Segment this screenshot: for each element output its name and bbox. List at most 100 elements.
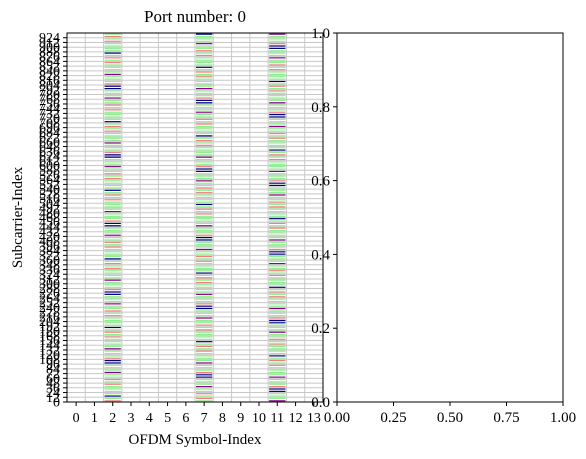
pilot-cell [269, 319, 286, 321]
pilot-cell [269, 76, 286, 78]
pilot-cell [196, 284, 213, 286]
pilot-cell [269, 97, 286, 99]
x-tick-label: 4 [146, 411, 153, 426]
pilot-cell [104, 345, 121, 348]
pilot-cell [269, 220, 286, 222]
pilot-cell [196, 281, 213, 284]
pilot-cell [104, 329, 121, 331]
pilot-cell [269, 397, 286, 400]
y-tick-label: 348 [39, 258, 60, 273]
pilot-cell [196, 258, 213, 260]
pilot-cell [269, 218, 286, 220]
pilot-cell [196, 307, 213, 310]
pilot-cell [196, 319, 213, 321]
pilot-cell [269, 43, 286, 45]
pilot-cell [196, 386, 213, 388]
pilot-cell [104, 258, 121, 260]
y-tick-label: 0.4 [311, 247, 330, 263]
pilot-cell [269, 232, 286, 234]
pilot-cell [269, 303, 286, 305]
pilot-cell [269, 274, 286, 277]
pilot-cell [196, 393, 213, 395]
pilot-cell [196, 123, 213, 125]
pilot-cell [269, 296, 286, 298]
pilot-cell [196, 210, 213, 213]
pilot-cell [196, 298, 213, 300]
pilot-cell [104, 173, 121, 175]
pilot-cell [269, 374, 286, 376]
pilot-cell [104, 192, 121, 194]
pilot-cell [196, 381, 213, 383]
x-tick-label: 0.00 [324, 410, 350, 426]
pilot-cell [104, 388, 121, 390]
pilot-cell [269, 341, 286, 343]
pilot-cell [269, 83, 286, 85]
y-tick-label: 888 [39, 45, 60, 60]
y-tick-label: 48 [46, 377, 60, 392]
pilot-cell [196, 170, 213, 172]
pilot-cell [269, 163, 286, 165]
pilot-cell [196, 156, 213, 158]
pilot-cell [196, 324, 213, 326]
pilot-cell [196, 376, 213, 378]
pilot-cell [269, 293, 286, 295]
pilot-cell [104, 319, 121, 321]
pilot-cell [196, 33, 213, 35]
y-tick-label: 720 [39, 112, 60, 127]
pilot-cell [269, 156, 286, 158]
pilot-cell [196, 374, 213, 376]
y-tick-label: 240 [39, 301, 60, 316]
pilot-cell [269, 307, 286, 310]
left-x-ticks: 0 1 2 3 4 5 6 7 8 9 10 11 12 13 [73, 402, 321, 426]
pilot-cell [104, 156, 121, 158]
pilot-cell [269, 350, 286, 352]
pilot-cell [196, 196, 213, 198]
pilot-cell [196, 203, 213, 206]
pilot-cell [269, 135, 286, 137]
x-tick-label: 7 [201, 411, 208, 426]
y-tick-label: 168 [39, 329, 60, 344]
pilot-cell [104, 106, 121, 109]
pilot-cell [104, 267, 121, 269]
pilot-cell [196, 173, 213, 175]
y-tick-label: 372 [39, 249, 60, 264]
y-tick-label: 96 [46, 358, 60, 373]
pilot-cell [196, 175, 213, 177]
pilot-cell [104, 291, 121, 293]
y-tick-label: 0.6 [311, 174, 330, 190]
pilot-cell [269, 69, 286, 71]
pilot-cell [269, 128, 286, 130]
pilot-cell [196, 251, 213, 253]
pilot-cell [269, 322, 286, 324]
y-tick-label: 144 [39, 339, 60, 354]
pilot-cell [196, 208, 213, 210]
pilot-cell [104, 336, 121, 338]
y-tick-label: 672 [39, 131, 60, 146]
pilot-cell [196, 140, 213, 142]
pilot-cell [269, 248, 286, 251]
pilot-cell [269, 298, 286, 300]
pilot-cell [269, 177, 286, 180]
pilot-cell [269, 300, 286, 303]
pilot-cell [104, 144, 121, 146]
pilot-cell [269, 364, 286, 366]
pilot-cell [269, 213, 286, 215]
pilot-cell [269, 369, 286, 371]
pilot-cell [104, 369, 121, 371]
pilot-cell [196, 40, 213, 42]
pilot-cell [196, 206, 213, 208]
pilot-cell [269, 222, 286, 225]
x-tick-label: 1 [91, 411, 98, 426]
pilot-cell [196, 229, 213, 232]
y-tick-label: 876 [39, 50, 60, 65]
pilot-cell [196, 355, 213, 357]
pilot-cell [196, 333, 213, 336]
pilot-cell [104, 47, 121, 49]
pilot-cell [104, 163, 121, 165]
pilot-cell [196, 397, 213, 400]
pilot-cell [269, 149, 286, 151]
pilot-cell [196, 215, 213, 217]
pilot-cell [104, 206, 121, 208]
pilot-cell [196, 73, 213, 75]
pilot-cell [104, 215, 121, 217]
